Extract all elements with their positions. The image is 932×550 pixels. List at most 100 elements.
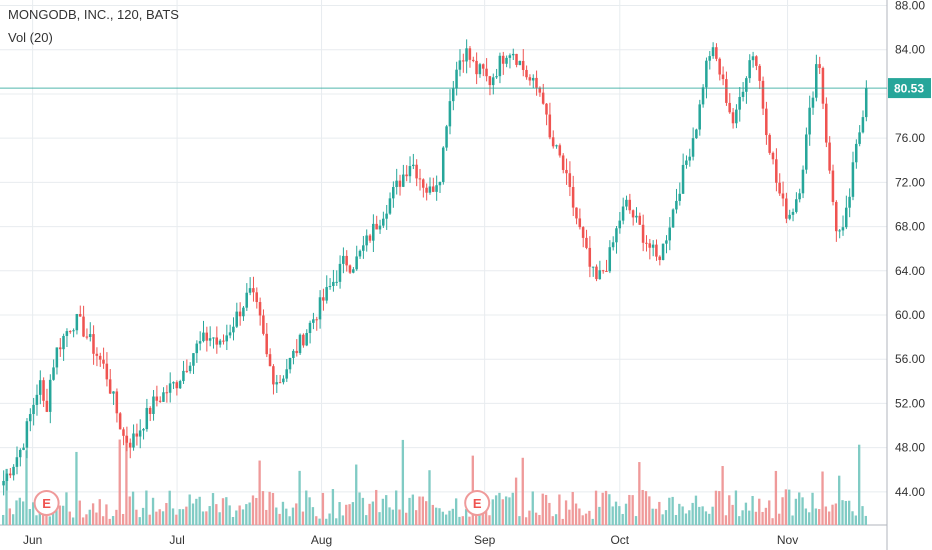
candle-body [758, 65, 761, 81]
volume-label: Vol (20) [8, 30, 53, 45]
candle-body [775, 159, 778, 183]
volume-bar [811, 492, 814, 525]
volume-bar [661, 514, 664, 525]
candle-body [735, 109, 738, 124]
candle-body [235, 311, 238, 327]
candle-body [615, 228, 618, 243]
volume-bar [351, 502, 355, 525]
volume-bar [95, 512, 98, 525]
candle-body [48, 379, 52, 412]
candle-body [185, 370, 189, 372]
volume-bar [844, 500, 848, 525]
candle-body [601, 270, 605, 272]
candle-body [418, 178, 422, 180]
volume-bar [28, 508, 31, 525]
volume-bar [78, 500, 81, 525]
volume-bar [651, 508, 654, 525]
volume-bar [498, 492, 501, 525]
volume-bar [728, 495, 731, 525]
volume-bar [111, 516, 115, 525]
volume-bar [828, 511, 831, 525]
candle-body [841, 227, 845, 231]
volume-bar [618, 506, 621, 525]
volume-bar [278, 513, 281, 525]
volume-bar [691, 502, 694, 525]
volume-bar [358, 492, 361, 525]
volume-bar [824, 506, 828, 525]
candle-body [42, 380, 45, 401]
candle-body [318, 297, 322, 320]
volume-bar [115, 509, 118, 525]
volume-bar [348, 504, 351, 525]
candle-body [448, 101, 452, 127]
candle-body [818, 64, 821, 68]
volume-bar [248, 502, 251, 525]
candle-body [358, 250, 362, 257]
candle-body [325, 287, 328, 301]
candle-body [128, 442, 132, 448]
volume-bar [105, 504, 108, 525]
candle-body [192, 353, 195, 366]
volume-bar [161, 511, 165, 525]
volume-bar [668, 497, 671, 525]
x-tick-label: Oct [610, 533, 629, 547]
volume-bar [544, 494, 548, 525]
volume-bar [191, 503, 195, 525]
volume-bar [35, 515, 38, 525]
volume-bar [88, 509, 91, 525]
candle-body [511, 53, 515, 56]
candle-body [531, 77, 535, 81]
volume-bar [454, 498, 458, 525]
volume-bar [441, 511, 444, 525]
volume-bar [558, 494, 561, 525]
volume-bar [588, 510, 591, 525]
volume-bar [225, 497, 228, 525]
volume-bar [221, 498, 225, 525]
candle-body [5, 473, 9, 481]
volume-bar [778, 513, 781, 525]
candle-body [305, 333, 308, 346]
candle-body [352, 269, 355, 273]
candle-body [585, 237, 588, 248]
candle-body [618, 220, 622, 229]
volume-bar [418, 496, 421, 525]
candle-body [665, 240, 668, 244]
volume-bar [2, 514, 5, 525]
volume-bar [65, 492, 68, 525]
volume-bar [501, 499, 504, 525]
candle-body [858, 132, 861, 144]
candle-body [641, 224, 645, 243]
volume-bar [58, 505, 61, 525]
volume-bar [85, 514, 88, 525]
candle-body [158, 400, 162, 402]
candle-body [218, 340, 222, 345]
candle-body [132, 433, 135, 448]
earnings-marker [464, 490, 491, 516]
candle-body [608, 247, 612, 272]
candle-body [2, 480, 5, 486]
volume-bar [275, 507, 278, 525]
candle-body [228, 332, 232, 336]
candle-body [355, 256, 358, 270]
volume-bar [158, 509, 161, 525]
volume-bar [145, 490, 148, 525]
candle-body [335, 281, 338, 283]
volume-bar [684, 513, 688, 525]
volume-bar [338, 502, 341, 525]
volume-bar [701, 506, 704, 525]
volume-bar [268, 491, 271, 525]
candle-body [215, 337, 218, 345]
volume-bar [21, 501, 25, 525]
volume-bar [238, 505, 241, 525]
candle-body [428, 186, 432, 193]
candle-body [72, 330, 75, 332]
candle-body [658, 256, 661, 261]
volume-bar [491, 499, 494, 525]
volume-bar [255, 497, 258, 525]
volume-bar [678, 503, 681, 525]
volume-bar [704, 511, 708, 525]
candle-body [315, 319, 318, 321]
volume-bar [591, 518, 594, 525]
